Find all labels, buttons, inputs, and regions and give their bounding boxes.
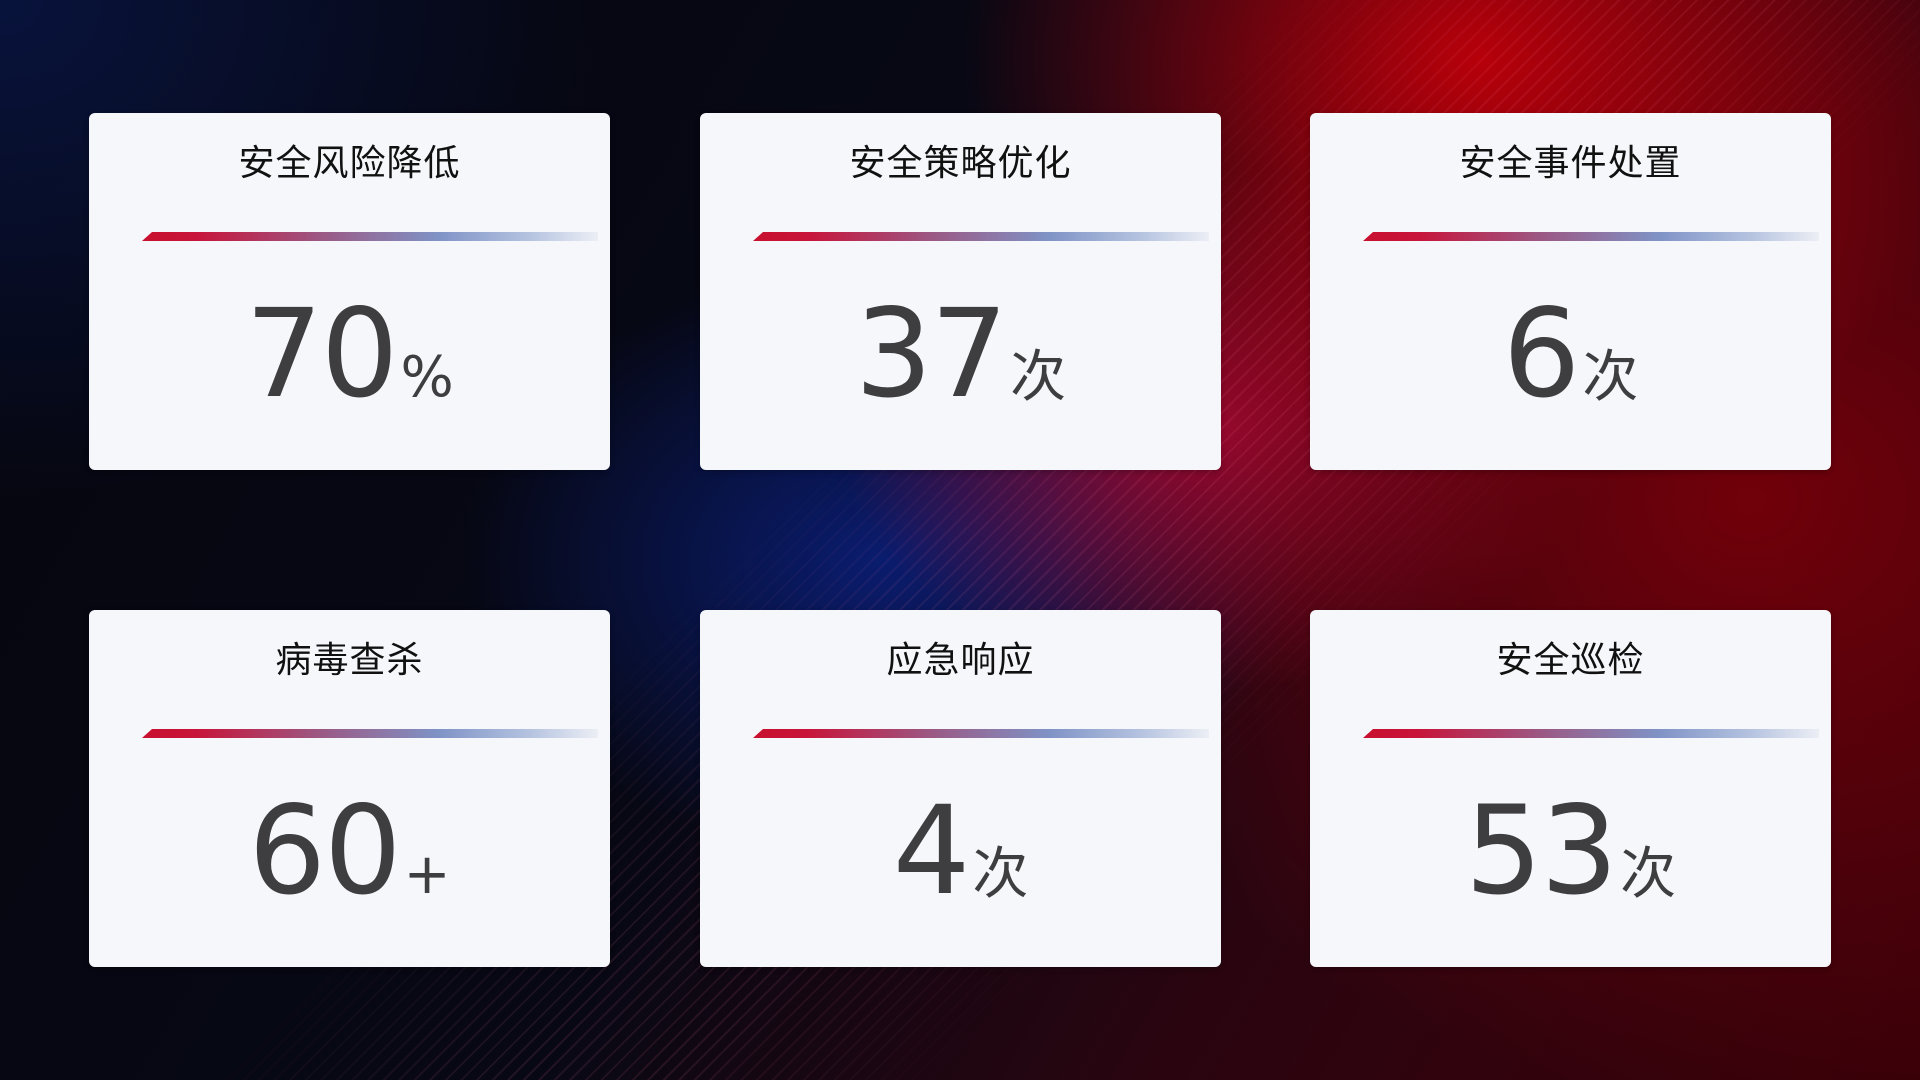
card-divider-bar: [753, 232, 1209, 241]
stat-card-risk-reduction: 安全风险降低 70%: [89, 113, 610, 470]
stat-card-emergency-response: 应急响应 4次: [700, 610, 1221, 967]
card-value: 60+: [89, 780, 610, 922]
card-value: 53次: [1310, 780, 1831, 922]
card-divider-bar: [142, 232, 598, 241]
card-divider-bar: [1363, 232, 1819, 241]
value-number: 60: [248, 780, 401, 922]
value-number: 4: [892, 780, 971, 922]
card-title: 应急响应: [886, 640, 1035, 681]
card-divider-bar: [142, 729, 598, 738]
card-title: 安全策略优化: [849, 143, 1072, 184]
card-title: 安全巡检: [1496, 640, 1645, 681]
value-number: 6: [1502, 283, 1581, 425]
value-number: 70: [245, 283, 398, 425]
card-title: 安全风险降低: [238, 143, 461, 184]
stat-card-policy-optimization: 安全策略优化 37次: [700, 113, 1221, 470]
value-number: 53: [1464, 780, 1618, 922]
card-value: 70%: [89, 283, 610, 425]
value-unit: 次: [1010, 345, 1067, 410]
value-unit: 次: [1582, 345, 1639, 410]
value-number: 37: [854, 283, 1008, 425]
card-divider-bar: [753, 729, 1209, 738]
stat-card-virus-removal: 病毒查杀 60+: [89, 610, 610, 967]
card-value: 6次: [1310, 283, 1831, 425]
card-value: 37次: [700, 283, 1221, 425]
value-unit: 次: [972, 842, 1029, 907]
stat-card-incident-handling: 安全事件处置 6次: [1310, 113, 1831, 470]
card-title: 病毒查杀: [275, 640, 424, 681]
stat-card-security-patrol: 安全巡检 53次: [1310, 610, 1831, 967]
card-value: 4次: [700, 780, 1221, 922]
value-unit: %: [400, 345, 454, 410]
value-unit: 次: [1620, 842, 1677, 907]
value-unit: +: [403, 842, 451, 907]
card-divider-bar: [1363, 729, 1819, 738]
card-title: 安全事件处置: [1459, 143, 1682, 184]
